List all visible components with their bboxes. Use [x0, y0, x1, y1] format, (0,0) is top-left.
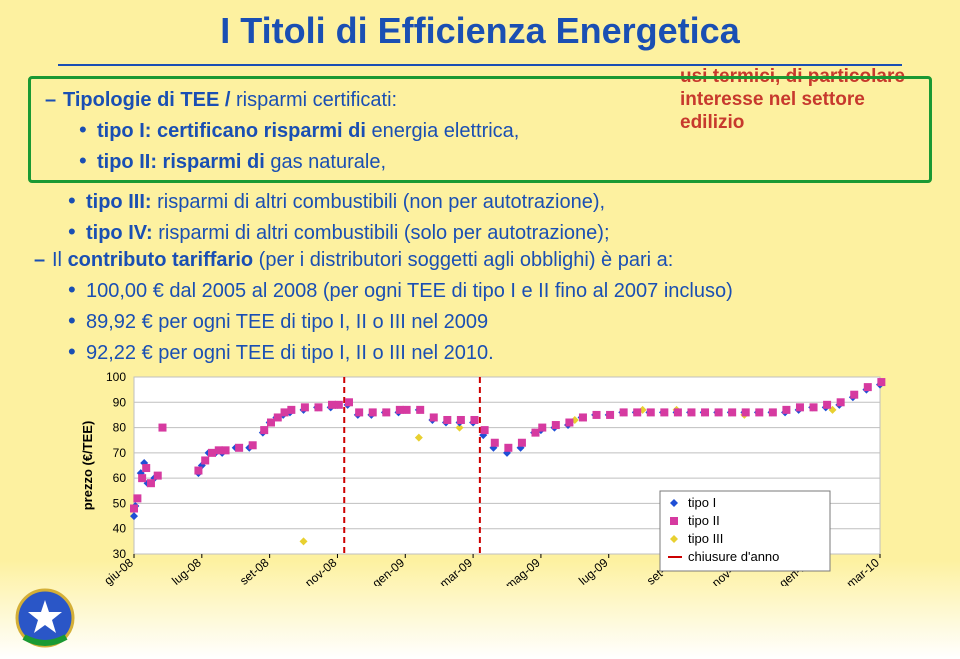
bold: tipo I: certificano risparmi di — [97, 120, 372, 142]
bullet-tipo1: • tipo I: certificano risparmi di energi… — [79, 120, 921, 143]
bullet-text: 100,00 € dal 2005 al 2008 (per ogni TEE … — [86, 280, 733, 303]
text: (per i distributori soggetti agli obblig… — [253, 249, 673, 271]
svg-text:60: 60 — [113, 471, 127, 485]
bullet-tipologie: – Tipologie di TEE / risparmi certificat… — [45, 89, 921, 112]
text: risparmi certificati: — [236, 89, 397, 111]
bold: tipo IV: — [86, 222, 158, 244]
bullet-tipo3: • tipo III: risparmi di altri combustibi… — [68, 191, 932, 214]
text: energia elettrica, — [372, 120, 520, 142]
bullet-icon: • — [68, 342, 86, 362]
svg-text:tipo I: tipo I — [688, 495, 716, 510]
svg-text:chiusure d'anno: chiusure d'anno — [688, 549, 779, 564]
content: – Tipologie di TEE / risparmi certificat… — [28, 76, 932, 365]
bullet-icon: • — [79, 120, 97, 140]
svg-text:set-08: set-08 — [237, 555, 272, 586]
svg-text:prezzo (€/TEE): prezzo (€/TEE) — [80, 421, 95, 511]
bullet-text: 89,92 € per ogni TEE di tipo I, II o III… — [86, 311, 488, 334]
bullet-icon: • — [68, 311, 86, 331]
svg-text:90: 90 — [113, 395, 127, 409]
bullet-c3: • 92,22 € per ogni TEE di tipo I, II o I… — [68, 342, 932, 365]
emblem-icon — [14, 587, 76, 649]
svg-text:tipo III: tipo III — [688, 531, 723, 546]
svg-text:80: 80 — [113, 421, 127, 435]
bullet-tipo4: • tipo IV: risparmi di altri combustibil… — [68, 222, 932, 245]
svg-text:nov-08: nov-08 — [302, 555, 339, 586]
bold: Tipologie di TEE / — [63, 89, 236, 111]
svg-text:gen-09: gen-09 — [370, 555, 408, 586]
svg-text:lug-08: lug-08 — [169, 555, 204, 586]
text: Il — [52, 249, 68, 271]
bold: tipo III: — [86, 191, 157, 213]
bullet-text: Tipologie di TEE / risparmi certificati: — [63, 89, 397, 112]
text: risparmi di altri combustibili (solo per… — [158, 222, 609, 244]
bold: tipo II: risparmi di — [97, 151, 270, 173]
bullet-icon: • — [79, 151, 97, 171]
dash-icon: – — [34, 249, 52, 272]
svg-text:tipo II: tipo II — [688, 513, 720, 528]
bullet-contributo: – Il contributo tariffario (per i distri… — [34, 249, 932, 272]
text: gas naturale, — [270, 151, 386, 173]
bullet-icon: • — [68, 280, 86, 300]
svg-text:100: 100 — [106, 371, 126, 384]
svg-text:mar-10: mar-10 — [844, 555, 882, 586]
dash-icon: – — [45, 89, 63, 112]
bullet-text: tipo IV: risparmi di altri combustibili … — [86, 222, 610, 245]
bullet-text: tipo I: certificano risparmi di energia … — [97, 120, 519, 143]
svg-text:mag-09: mag-09 — [503, 555, 543, 586]
bullet-icon: • — [68, 222, 86, 242]
bullet-c1: • 100,00 € dal 2005 al 2008 (per ogni TE… — [68, 280, 932, 303]
bullet-text: tipo II: risparmi di gas naturale, — [97, 151, 386, 174]
highlight-box: – Tipologie di TEE / risparmi certificat… — [28, 76, 932, 183]
svg-text:lug-09: lug-09 — [576, 555, 611, 586]
bullet-tipo2: • tipo II: risparmi di gas naturale, — [79, 151, 921, 174]
bullet-text: tipo III: risparmi di altri combustibili… — [86, 191, 605, 214]
slide-title: I Titoli di Efficienza Energetica — [28, 10, 932, 56]
bold: contributo tariffario — [68, 249, 254, 271]
svg-text:70: 70 — [113, 446, 127, 460]
svg-text:mar-09: mar-09 — [437, 555, 475, 586]
svg-text:50: 50 — [113, 496, 127, 510]
text: risparmi di altri combustibili (non per … — [157, 191, 605, 213]
bullet-text: Il contributo tariffario (per i distribu… — [52, 249, 673, 272]
bullet-c2: • 89,92 € per ogni TEE di tipo I, II o I… — [68, 311, 932, 334]
svg-text:40: 40 — [113, 522, 127, 536]
bullet-icon: • — [68, 191, 86, 211]
slide: I Titoli di Efficienza Energetica usi te… — [0, 0, 960, 659]
price-chart: 30405060708090100prezzo (€/TEE)giu-08lug… — [70, 371, 890, 586]
bullet-text: 92,22 € per ogni TEE di tipo I, II o III… — [86, 342, 494, 365]
